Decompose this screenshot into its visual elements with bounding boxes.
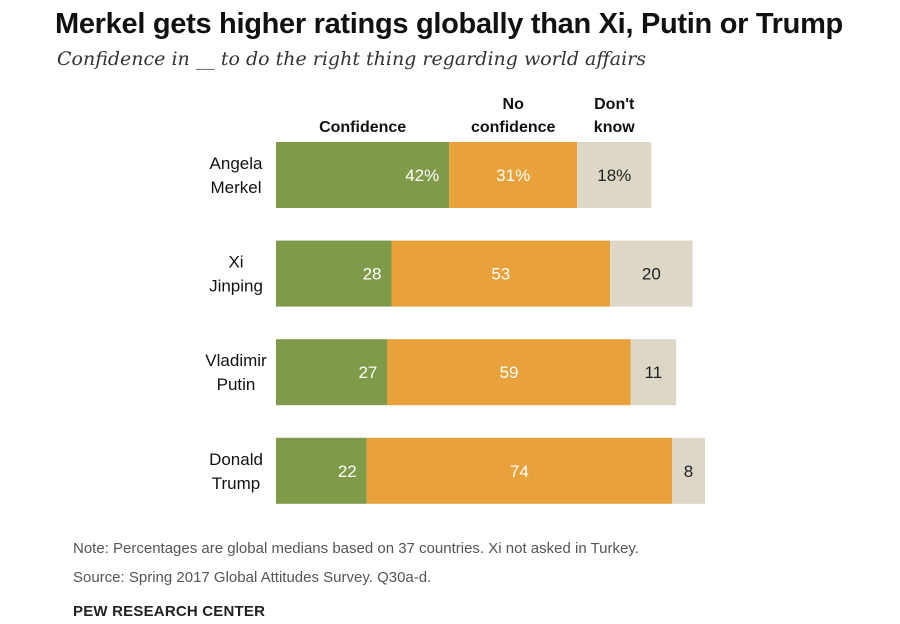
bar-segment-don-t-know: [630, 339, 677, 406]
series-header-no-confidence: confidence: [471, 119, 556, 136]
bar-segment-confidence: [276, 240, 392, 307]
stacked-bar-chart: Confidence No confidence Don't know Angela Mer…: [205, 96, 705, 504]
data-label: 20: [642, 265, 661, 284]
row-label-xi-jinping: Jinping: [209, 277, 263, 296]
series-header-confidence: Confidence: [319, 119, 406, 136]
data-label: 22: [338, 462, 357, 481]
chart-subtitle: Confidence in __ to do the right thing r…: [57, 48, 647, 70]
chart-note: Note: Percentages are global medians bas…: [73, 540, 639, 557]
data-label: 59: [500, 363, 519, 382]
bar-segment-confidence: [276, 142, 450, 208]
publisher-brand: PEW RESEARCH CENTER: [73, 603, 266, 620]
row-label-vladimir-putin: Vladimir: [205, 351, 267, 370]
series-header-don-t-know: Don't: [594, 96, 635, 113]
data-label: 27: [358, 363, 377, 382]
series-header-don-t-know: know: [594, 119, 635, 136]
data-label: 28: [363, 265, 382, 284]
row-label-vladimir-putin: Putin: [217, 375, 256, 394]
data-label: 42%: [405, 166, 439, 185]
series-header-no-confidence: No: [503, 96, 525, 113]
bar-segment-no-confidence: [391, 240, 611, 307]
data-label: 18%: [597, 166, 631, 185]
row-label-donald-trump: Donald: [209, 450, 263, 469]
chart-title: Merkel gets higher ratings globally than…: [55, 8, 843, 40]
data-label: 31%: [496, 166, 530, 185]
row-label-donald-trump: Trump: [212, 474, 261, 493]
bar-segment-no-confidence: [387, 339, 631, 406]
row-label-angela-merkel: Merkel: [210, 178, 261, 197]
bar-segment-confidence: [276, 437, 367, 504]
bar-segment-don-t-know: [672, 437, 705, 504]
bar-segment-no-confidence: [366, 437, 672, 504]
bar-segment-don-t-know: [577, 142, 652, 208]
bar-segment-no-confidence: [449, 142, 578, 208]
chart-source: Source: Spring 2017 Global Attitudes Sur…: [73, 569, 432, 586]
bar-segment-confidence: [276, 339, 388, 406]
data-label: 8: [684, 462, 693, 481]
data-label: 53: [491, 265, 510, 284]
data-label: 11: [645, 363, 663, 382]
row-label-xi-jinping: Xi: [228, 253, 243, 272]
data-label: 74: [510, 462, 529, 481]
bar-segment-don-t-know: [610, 240, 693, 307]
row-label-angela-merkel: Angela: [210, 154, 263, 173]
